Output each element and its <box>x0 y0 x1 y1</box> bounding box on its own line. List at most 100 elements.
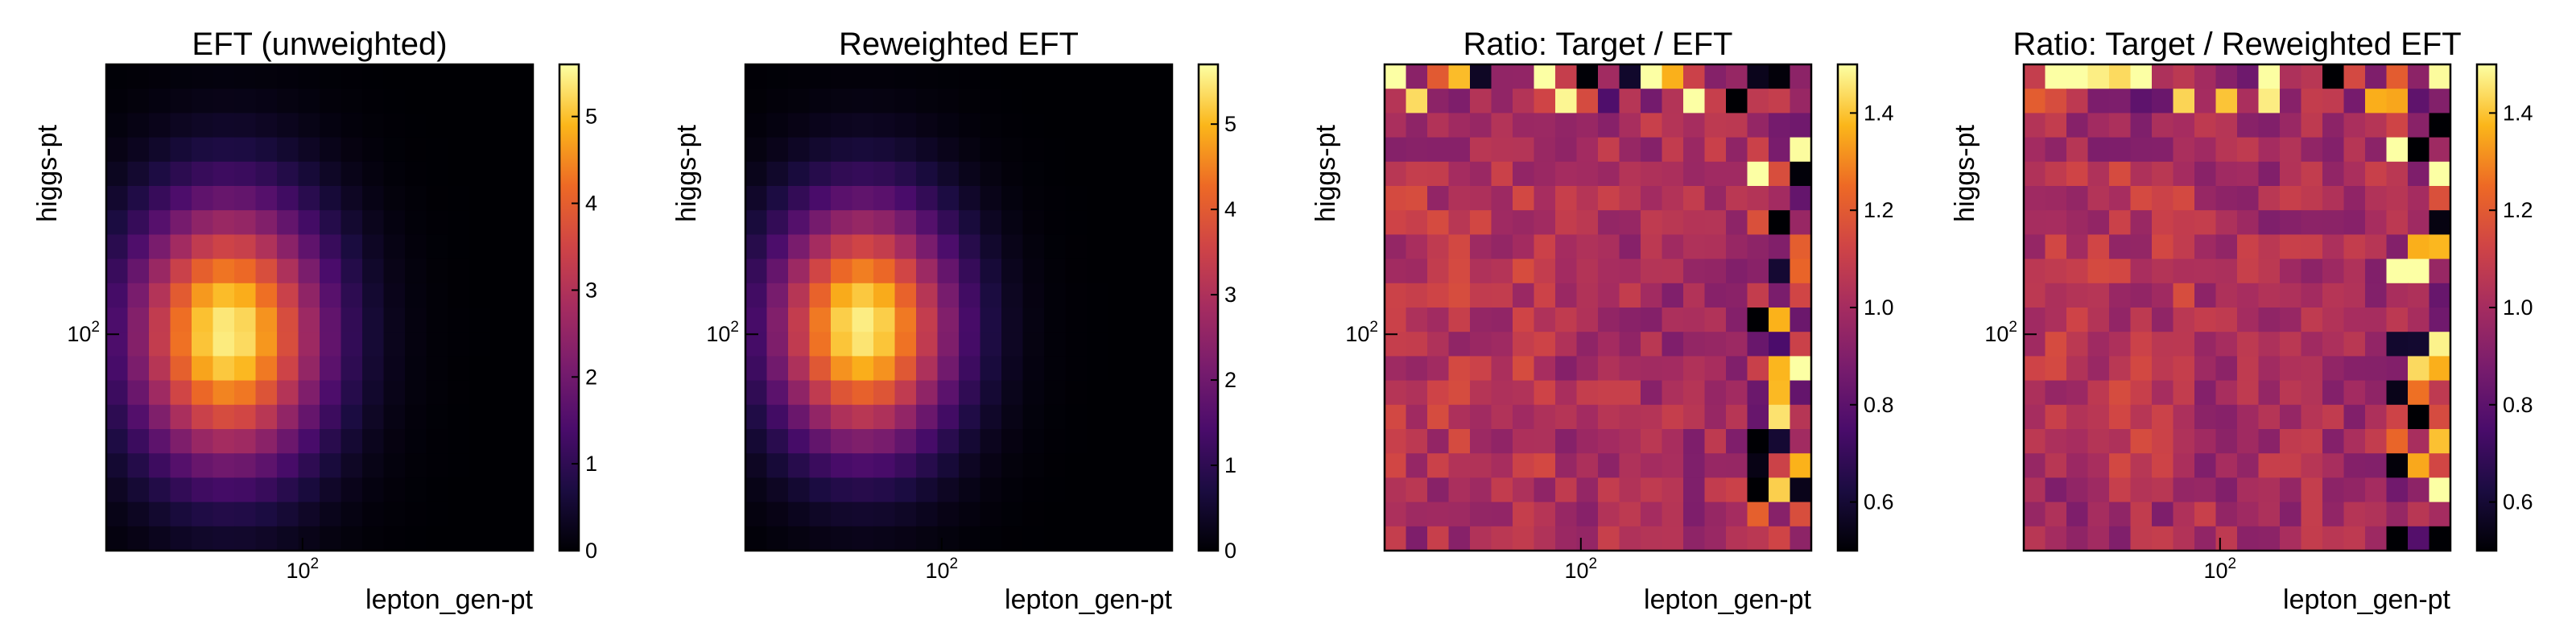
heatmap-cell <box>2194 380 2217 406</box>
heatmap-cell <box>1513 526 1535 551</box>
heatmap-cell <box>852 137 874 163</box>
heatmap-cell <box>383 258 406 284</box>
heatmap-cell <box>1769 429 1791 454</box>
heatmap-cell <box>1150 161 1173 187</box>
heatmap-cell <box>127 404 150 430</box>
heatmap-cell <box>2386 113 2409 138</box>
heatmap-cell <box>2429 258 2451 284</box>
heatmap-cell <box>426 113 448 138</box>
heatmap-cell <box>1022 89 1045 114</box>
heatmap-cell <box>1790 283 1812 308</box>
heatmap-cell <box>2152 234 2174 260</box>
heatmap-cell <box>426 89 448 114</box>
heatmap-cell <box>1448 526 1471 551</box>
heatmap-cell <box>1790 161 1812 187</box>
heatmap-cell <box>1129 453 1152 478</box>
heatmap-cell <box>873 502 896 527</box>
heatmap-cell <box>1534 283 1556 308</box>
panel-1-colorbar <box>558 63 580 552</box>
heatmap-cell <box>809 161 832 187</box>
heatmap-cell <box>213 161 235 187</box>
heatmap-cell <box>277 283 299 308</box>
heatmap-cell <box>149 453 171 478</box>
heatmap-cell <box>1726 186 1748 211</box>
heatmap-cell <box>831 89 853 114</box>
heatmap-cell <box>213 137 235 163</box>
heatmap-cell <box>255 258 278 284</box>
heatmap-cell <box>1491 477 1513 503</box>
heatmap-cell <box>2215 380 2238 406</box>
heatmap-cell <box>1001 404 1024 430</box>
heatmap-cell <box>1619 526 1641 551</box>
heatmap-cell <box>916 113 939 138</box>
heatmap-cell <box>448 380 470 406</box>
heatmap-cell <box>1087 89 1109 114</box>
heatmap-cell <box>1108 113 1130 138</box>
heatmap-cell <box>1747 526 1769 551</box>
heatmap-cell <box>320 258 342 284</box>
heatmap-cell <box>831 113 853 138</box>
heatmap-cell <box>2045 186 2067 211</box>
heatmap-cell <box>1513 308 1535 332</box>
heatmap-cell <box>1001 283 1024 308</box>
heatmap-cell <box>2280 356 2302 382</box>
heatmap-cell <box>1491 429 1513 454</box>
colorbar-tick-label: 1.2 <box>1864 198 1894 222</box>
heatmap-cell <box>1683 283 1706 308</box>
heatmap-cell <box>1534 137 1556 163</box>
heatmap-cell <box>1534 429 1556 454</box>
heatmap-cell <box>1704 429 1727 454</box>
heatmap-cell <box>1619 502 1641 527</box>
heatmap-cell <box>1385 477 1407 503</box>
heatmap-cell <box>234 477 257 503</box>
heatmap-cell <box>383 526 406 551</box>
heatmap-cell <box>1385 161 1407 187</box>
heatmap-cell <box>766 210 789 235</box>
heatmap-cell <box>1044 502 1067 527</box>
heatmap-cell <box>1790 477 1812 503</box>
heatmap-cell <box>1769 477 1791 503</box>
heatmap-cell <box>2322 429 2345 454</box>
heatmap-cell <box>1683 332 1706 357</box>
heatmap-cell <box>2045 210 2067 235</box>
panel-2-colorbar <box>1197 63 1220 552</box>
heatmap-cell <box>980 429 1002 454</box>
heatmap-cell <box>469 64 491 89</box>
heatmap-cell <box>788 234 811 260</box>
heatmap-cell <box>1491 308 1513 332</box>
heatmap-cell <box>2109 502 2132 527</box>
heatmap-cell <box>1385 258 1407 284</box>
heatmap-cell <box>320 234 342 260</box>
heatmap-cell <box>1790 429 1812 454</box>
heatmap-cell <box>234 113 257 138</box>
heatmap-cell <box>106 308 129 332</box>
heatmap-cell <box>745 258 768 284</box>
heatmap-cell <box>831 258 853 284</box>
heatmap-cell <box>2109 356 2132 382</box>
heatmap-cell <box>2322 89 2345 114</box>
heatmap-cell <box>341 308 363 332</box>
heatmap-cell <box>1044 64 1067 89</box>
heatmap-cell <box>1619 356 1641 382</box>
heatmap-cell <box>766 404 789 430</box>
heatmap-cell <box>1619 404 1641 430</box>
heatmap-cell <box>127 210 150 235</box>
heatmap-cell <box>1065 210 1088 235</box>
heatmap-cell <box>341 332 363 357</box>
heatmap-cell <box>1769 137 1791 163</box>
heatmap-cell <box>2237 380 2260 406</box>
heatmap-cell <box>298 477 320 503</box>
heatmap-cell <box>1726 429 1748 454</box>
heatmap-cell <box>1385 332 1407 357</box>
heatmap-cell <box>788 526 811 551</box>
heatmap-cell <box>1534 332 1556 357</box>
heatmap-cell <box>2109 453 2132 478</box>
heatmap-cell <box>448 356 470 382</box>
heatmap-cell <box>1129 502 1152 527</box>
heatmap-cell <box>170 453 192 478</box>
heatmap-cell <box>1129 234 1152 260</box>
heatmap-cell <box>106 404 129 430</box>
heatmap-cell <box>788 161 811 187</box>
heatmap-cell <box>277 161 299 187</box>
colorbar-tick-label: 0 <box>1224 539 1236 563</box>
